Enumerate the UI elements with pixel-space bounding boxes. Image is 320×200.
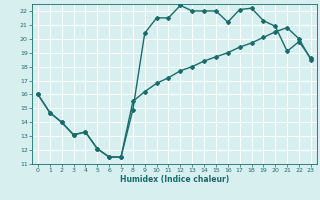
X-axis label: Humidex (Indice chaleur): Humidex (Indice chaleur) [120, 175, 229, 184]
